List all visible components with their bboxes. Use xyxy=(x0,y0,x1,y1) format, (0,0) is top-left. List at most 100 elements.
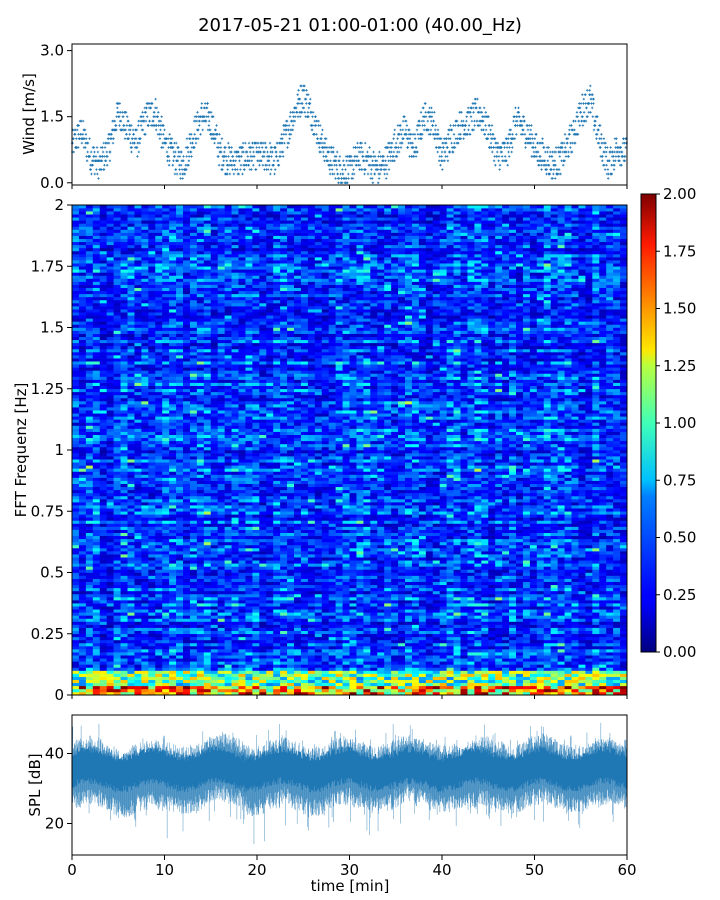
heatmap-cell xyxy=(418,575,427,579)
heatmap-cell xyxy=(585,578,593,582)
heatmap-cell xyxy=(377,624,385,628)
heatmap-cell xyxy=(259,584,267,589)
heatmap-cell xyxy=(335,661,343,665)
heatmap-cell xyxy=(72,649,80,653)
heatmap-cell xyxy=(432,597,440,601)
heatmap-cell xyxy=(342,600,350,604)
heatmap-cell xyxy=(252,646,260,650)
heatmap-cell xyxy=(599,633,607,638)
heatmap-cell xyxy=(384,676,392,680)
heatmap-cell xyxy=(481,649,489,653)
heatmap-cell xyxy=(391,600,399,604)
heatmap-cell xyxy=(342,658,350,662)
heatmap-cell xyxy=(495,646,503,650)
heatmap-cell xyxy=(460,618,468,622)
heatmap-cell xyxy=(398,600,406,604)
heatmap-cell xyxy=(349,578,357,582)
heatmap-cell xyxy=(411,572,420,576)
heatmap-cell xyxy=(328,655,336,659)
heatmap-cell xyxy=(245,590,253,595)
heatmap-cell xyxy=(432,633,440,638)
wind-point xyxy=(73,133,77,136)
heatmap-cell xyxy=(252,658,260,662)
heatmap-cell xyxy=(238,685,246,690)
heatmap-cell xyxy=(370,612,378,616)
heatmap-cell xyxy=(169,606,177,610)
heatmap-cell xyxy=(398,621,406,625)
heatmap-cell xyxy=(127,603,135,607)
heatmap-cell xyxy=(495,670,503,674)
heatmap-cell xyxy=(280,593,288,598)
heatmap-cell xyxy=(342,621,350,625)
heatmap-cell xyxy=(536,578,545,582)
heatmap-cell xyxy=(148,618,156,622)
heatmap-cell xyxy=(328,630,336,635)
heatmap-cell xyxy=(162,572,170,576)
heatmap-cell xyxy=(467,587,475,592)
heatmap-cell xyxy=(467,667,475,671)
heatmap-cell xyxy=(266,670,274,674)
wind-point xyxy=(85,137,88,140)
heatmap-cell xyxy=(335,688,343,693)
heatmap-cell xyxy=(398,615,406,619)
heatmap-cell xyxy=(245,603,253,607)
heatmap-cell xyxy=(189,584,198,589)
heatmap-cell xyxy=(467,633,475,638)
heatmap-cell xyxy=(134,575,142,579)
heatmap-cell xyxy=(245,630,253,635)
heatmap-cell xyxy=(300,633,309,638)
heatmap-cell xyxy=(592,685,600,690)
heatmap-cell xyxy=(252,639,260,644)
heatmap-cell xyxy=(467,593,475,598)
heatmap-cell xyxy=(300,624,309,628)
heatmap-cell xyxy=(72,633,80,638)
heatmap-cell xyxy=(92,600,101,604)
heatmap-cell xyxy=(384,667,392,671)
heatmap-cell xyxy=(203,615,212,619)
heatmap-cell xyxy=(328,590,336,595)
heatmap-cell xyxy=(183,581,191,586)
heatmap-cell xyxy=(314,600,323,604)
heatmap-cell xyxy=(418,615,427,619)
heatmap-cell xyxy=(522,655,531,659)
heatmap-cell xyxy=(384,649,392,653)
heatmap-cell xyxy=(578,652,586,656)
heatmap-cell xyxy=(349,679,357,684)
heatmap-cell xyxy=(481,581,489,586)
heatmap-cell xyxy=(134,667,142,671)
heatmap-cell xyxy=(169,636,177,641)
heatmap-cell xyxy=(391,606,399,610)
heatmap-cell xyxy=(405,621,413,625)
heatmap-cell xyxy=(294,624,302,628)
heatmap-cell xyxy=(529,667,538,671)
heatmap-cell xyxy=(183,575,191,579)
heatmap-cell xyxy=(606,606,614,610)
heatmap-cell xyxy=(92,658,101,662)
heatmap-cell xyxy=(418,618,427,622)
heatmap-cell xyxy=(432,661,440,665)
heatmap-cell xyxy=(425,615,434,619)
heatmap-cell xyxy=(425,584,434,589)
heatmap-cell xyxy=(238,630,246,635)
heatmap-cell xyxy=(543,578,551,582)
heatmap-cell xyxy=(210,636,218,641)
heatmap-cell xyxy=(363,633,371,638)
heatmap-cell xyxy=(370,688,378,693)
heatmap-cell xyxy=(363,670,371,674)
heatmap-cell xyxy=(522,679,531,684)
heatmap-cell xyxy=(536,581,545,586)
heatmap-cell xyxy=(196,612,205,616)
heatmap-cell xyxy=(99,606,107,610)
heatmap-cell xyxy=(273,633,281,638)
heatmap-cell xyxy=(176,646,184,650)
heatmap-cell xyxy=(85,636,94,641)
wind-point xyxy=(93,172,96,176)
heatmap-cell xyxy=(613,670,621,674)
heatmap-cell xyxy=(411,600,420,604)
heatmap-cell xyxy=(335,646,343,650)
heatmap-cell xyxy=(280,578,288,582)
heatmap-cell xyxy=(391,642,399,647)
heatmap-cell xyxy=(141,615,149,619)
heatmap-cell xyxy=(335,600,343,604)
heatmap-cell xyxy=(529,581,538,586)
